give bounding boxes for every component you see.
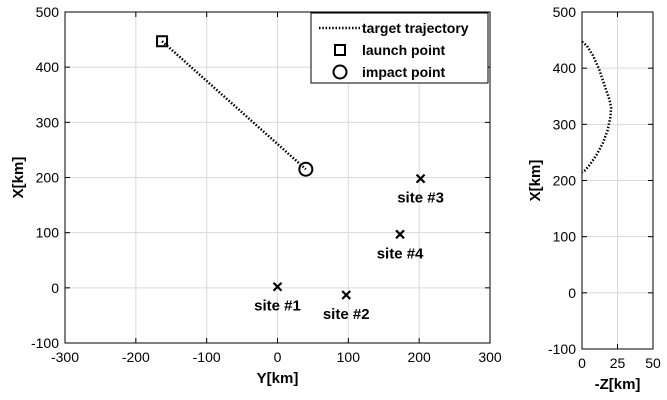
impact-point-marker [298, 161, 314, 177]
legend-launch-swatch [334, 44, 346, 56]
side-y-tick-label: 400 [553, 60, 577, 76]
main-x-tick-label: -300 [51, 349, 79, 365]
main-y-tick-label: 0 [51, 280, 59, 296]
side-y-tick-label: 200 [553, 173, 577, 189]
legend-entry-label: impact point [362, 64, 446, 80]
side-x-tick-label: 25 [610, 355, 626, 371]
main-x-tick-label: 200 [407, 349, 431, 365]
main-axes-frame [64, 11, 491, 344]
main-x-tick-label: 100 [337, 349, 361, 365]
side-y-tick-label: 100 [553, 229, 577, 245]
side-x-axis-label: -Z[km] [595, 376, 641, 393]
legend-impact-swatch [332, 64, 348, 80]
side-axes-frame [581, 11, 654, 350]
launch-point-marker [156, 35, 169, 48]
main-x-tick-label: -100 [193, 349, 221, 365]
site-marker [415, 173, 426, 184]
site-label: site #4 [377, 245, 424, 262]
side-y-axis-label: X[km] [527, 160, 544, 202]
trajectory-line [161, 40, 307, 171]
main-y-axis-label: X[km] [10, 157, 27, 199]
legend-entry-label: launch point [362, 42, 446, 58]
main-y-tick-label: 500 [36, 4, 60, 20]
side-x-tick-label: 0 [578, 355, 586, 371]
legend-entry-label: target trajectory [362, 20, 469, 36]
main-x-tick-label: -200 [122, 349, 150, 365]
main-x-axis-label: Y[km] [257, 370, 299, 387]
side-y-tick-label: 500 [553, 4, 577, 20]
site-label: site #3 [397, 190, 444, 207]
side-y-tick-label: -100 [548, 341, 576, 357]
site-marker [272, 281, 283, 292]
main-y-tick-label: 100 [36, 225, 60, 241]
main-y-tick-label: -100 [31, 335, 59, 351]
main-x-tick-label: 300 [478, 349, 502, 365]
main-x-tick-label: 0 [274, 349, 282, 365]
main-y-tick-label: 300 [36, 114, 60, 130]
side-y-tick-label: 300 [553, 116, 577, 132]
site-marker [341, 290, 351, 300]
main-plot: -300 -200 -100 0 100 200 300 -100 0 100 200 300 400 5… [10, 4, 502, 387]
main-y-tick-label: 400 [36, 59, 60, 75]
legend-box [310, 12, 489, 84]
site-label: site #1 [254, 298, 301, 315]
side-x-tick-label: 50 [645, 355, 661, 371]
site-label: site #2 [323, 306, 370, 323]
main-y-tick-label: 200 [36, 170, 60, 186]
altitude-profile-line [581, 40, 613, 174]
site-marker [395, 229, 405, 240]
side-y-tick-label: 0 [568, 285, 576, 301]
